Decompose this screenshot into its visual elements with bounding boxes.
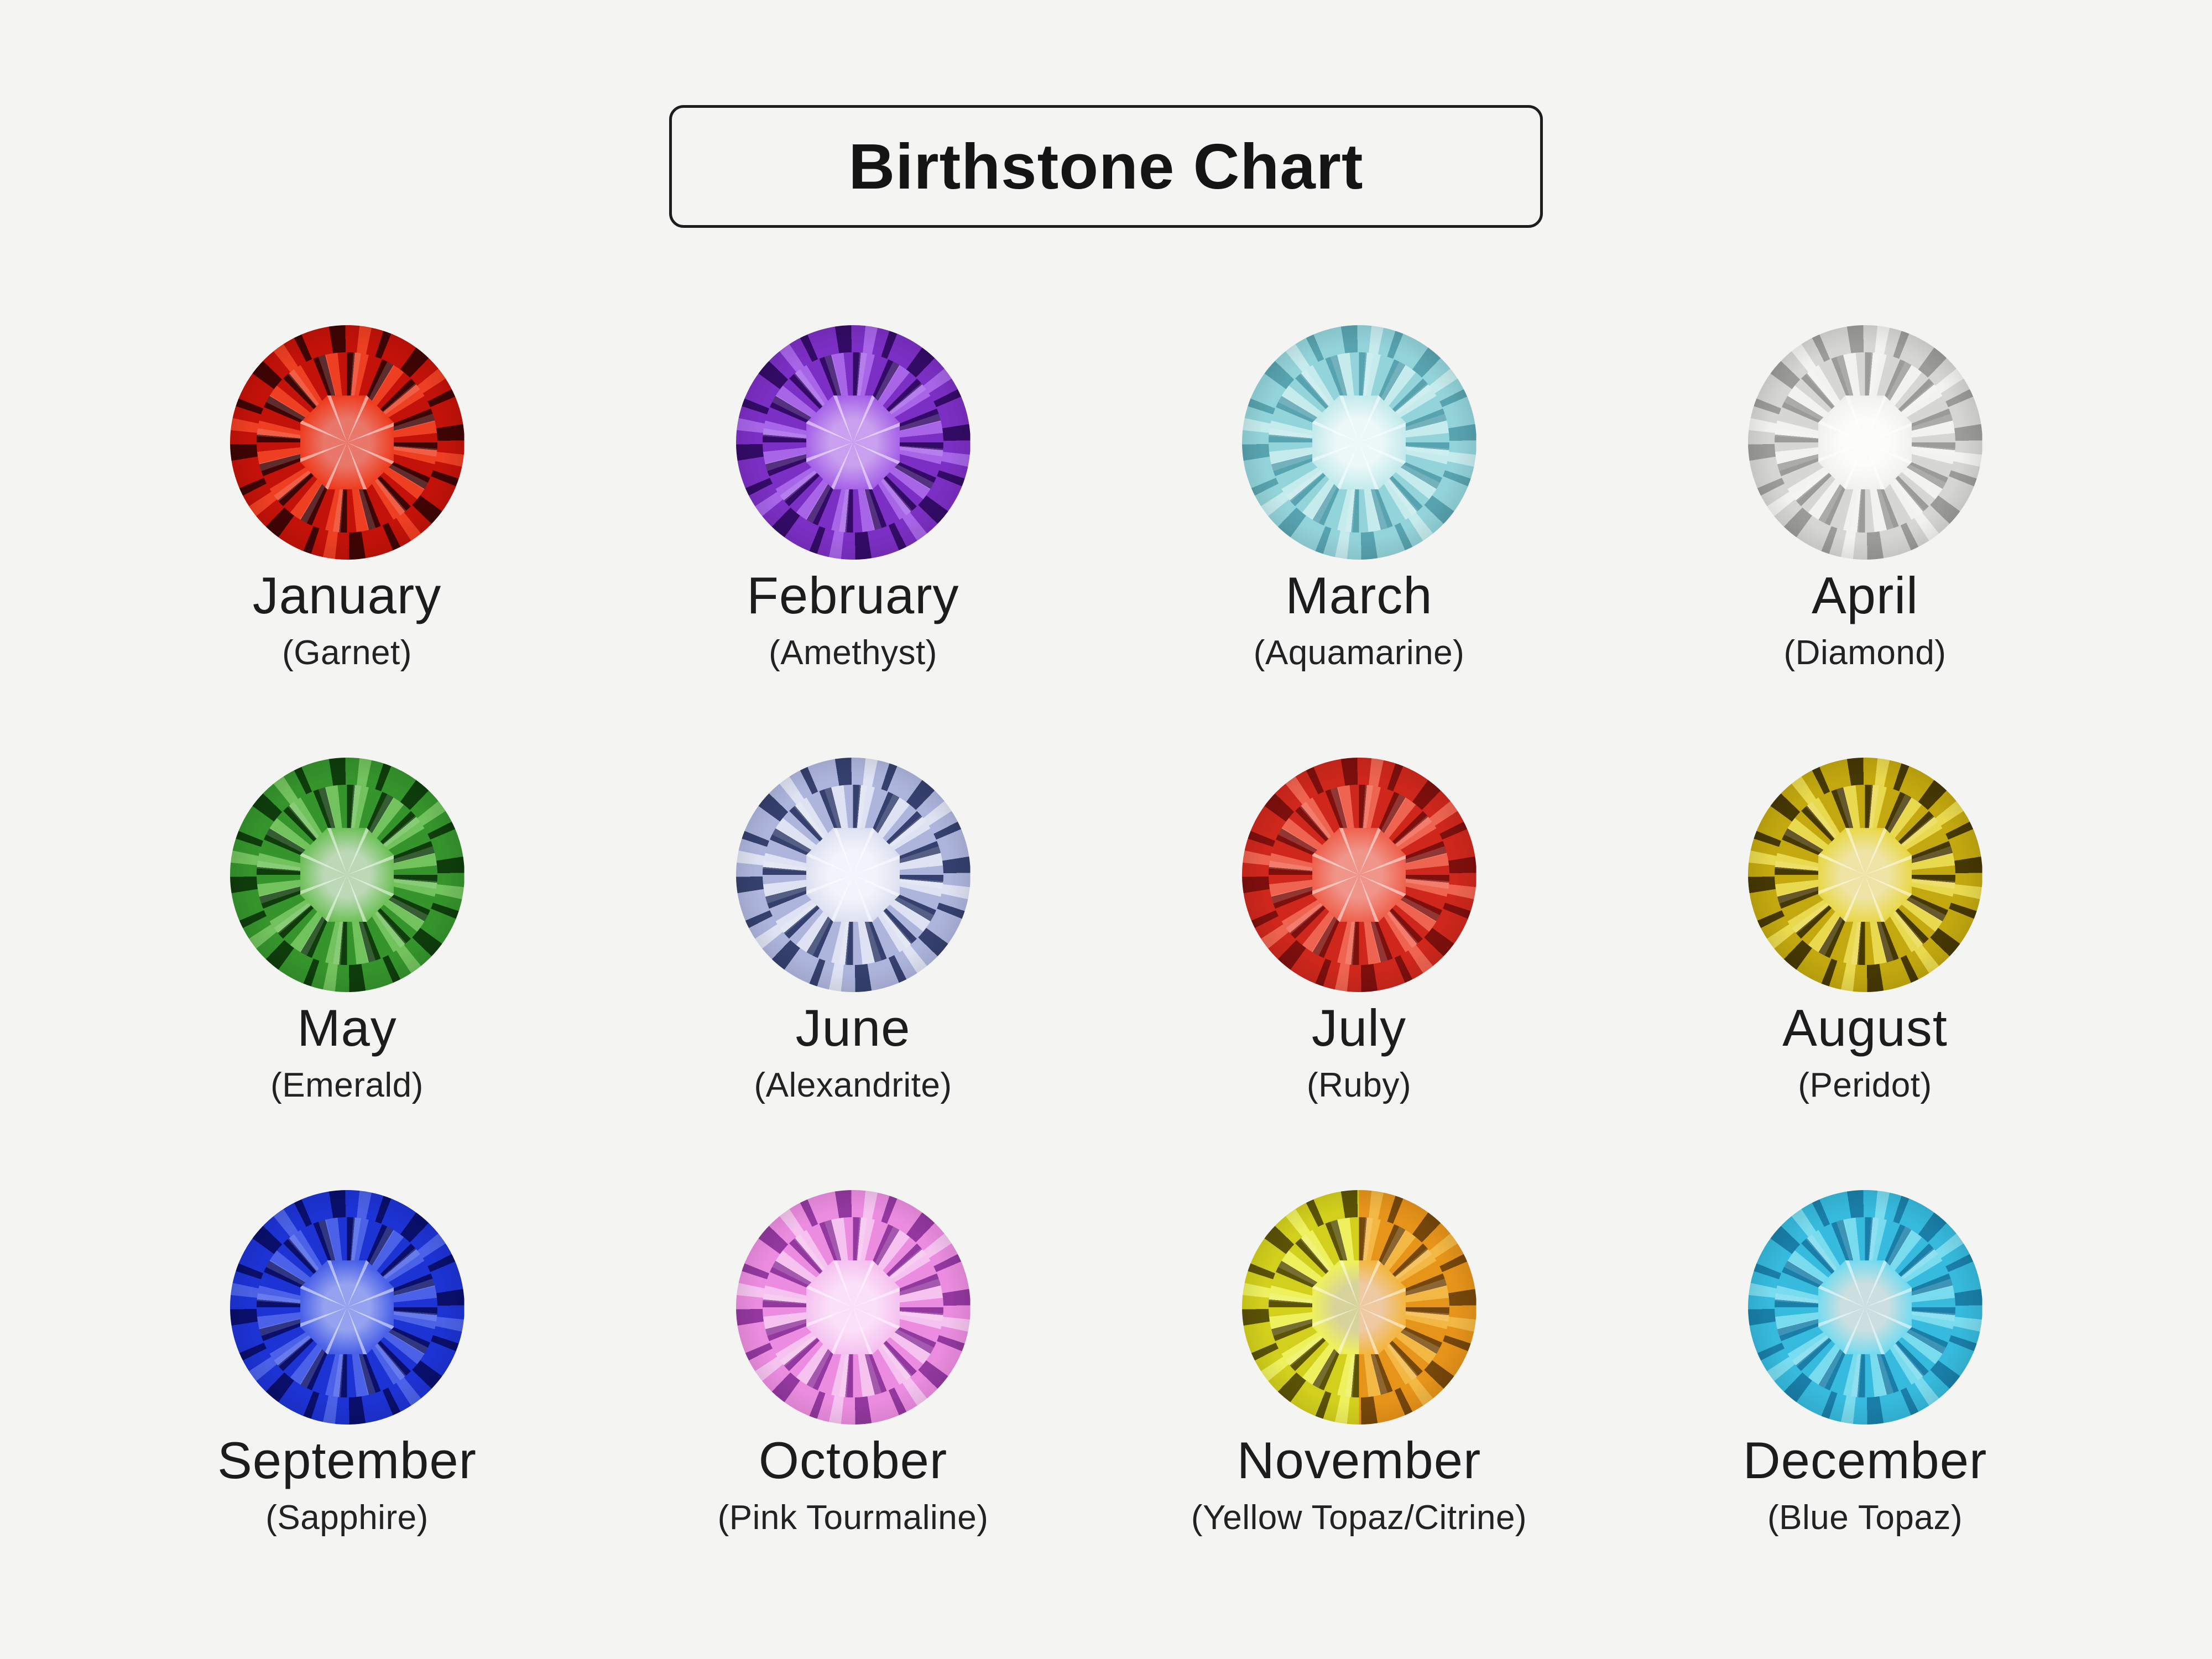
gem-cell-october: October (Pink Tourmaline) <box>600 1175 1106 1607</box>
alexandrite-gem-image <box>735 758 971 992</box>
gem-left-half <box>229 758 347 992</box>
stone-label: (Emerald) <box>270 1066 424 1104</box>
gem-left-half <box>735 325 853 560</box>
amethyst-gem-image <box>735 325 971 560</box>
stone-label: (Garnet) <box>282 634 412 672</box>
gem-cell-may: May (Emerald) <box>94 742 600 1175</box>
month-label: January <box>252 566 442 624</box>
month-label: July <box>1311 999 1407 1057</box>
title-box: Birthstone Chart <box>669 105 1543 228</box>
page-title: Birthstone Chart <box>848 131 1364 202</box>
month-label: February <box>747 566 959 624</box>
stone-label: (Ruby) <box>1306 1066 1412 1104</box>
gem-left-half <box>1747 325 1865 560</box>
gem-left-half <box>229 325 347 560</box>
gem-right-half <box>347 325 465 560</box>
gem-cell-march: March (Aquamarine) <box>1106 310 1612 742</box>
blue-topaz-gem-image <box>1747 1190 1983 1425</box>
gem-cell-january: January (Garnet) <box>94 310 600 742</box>
aquamarine-gem-image <box>1241 325 1477 560</box>
gem-cell-july: July (Ruby) <box>1106 742 1612 1175</box>
gem-left-half <box>1241 758 1359 992</box>
gem-right-half <box>853 758 971 992</box>
gem-left-half <box>735 758 853 992</box>
stone-label: (Diamond) <box>1783 634 1947 672</box>
gem-right-half <box>347 758 465 992</box>
diamond-gem-image <box>1747 325 1983 560</box>
month-label: August <box>1782 999 1948 1057</box>
gem-cell-december: December (Blue Topaz) <box>1612 1175 2118 1607</box>
gem-right-half <box>1865 325 1983 560</box>
gem-right-half <box>853 325 971 560</box>
gem-right-half-citrine <box>1359 1190 1477 1425</box>
gem-left-half <box>229 1190 347 1425</box>
gem-right-half <box>1865 758 1983 992</box>
month-label: May <box>297 999 397 1057</box>
stone-label: (Blue Topaz) <box>1767 1499 1963 1537</box>
sapphire-gem-image <box>229 1190 465 1425</box>
gem-cell-september: September (Sapphire) <box>94 1175 600 1607</box>
gem-cell-june: June (Alexandrite) <box>600 742 1106 1175</box>
gem-left-half-yellow-topaz <box>1241 1190 1359 1425</box>
gem-left-half <box>735 1190 853 1425</box>
gem-right-half <box>1359 325 1477 560</box>
month-label: October <box>758 1431 948 1489</box>
month-label: December <box>1743 1431 1987 1489</box>
month-label: November <box>1237 1431 1481 1489</box>
gem-cell-april: April (Diamond) <box>1612 310 2118 742</box>
gem-cell-august: August (Peridot) <box>1612 742 2118 1175</box>
garnet-gem-image <box>229 325 465 560</box>
gem-left-half <box>1241 325 1359 560</box>
gem-right-half <box>347 1190 465 1425</box>
ruby-gem-image <box>1241 758 1477 992</box>
emerald-gem-image <box>229 758 465 992</box>
month-label: April <box>1811 566 1919 624</box>
gem-right-half <box>1865 1190 1983 1425</box>
month-label: June <box>795 999 911 1057</box>
stone-label: (Yellow Topaz/Citrine) <box>1191 1499 1527 1537</box>
gem-right-half <box>853 1190 971 1425</box>
month-label: March <box>1285 566 1433 624</box>
pink-tourmaline-gem-image <box>735 1190 971 1425</box>
stone-label: (Aquamarine) <box>1253 634 1465 672</box>
peridot-gem-image <box>1747 758 1983 992</box>
gem-cell-november: November (Yellow Topaz/Citrine) <box>1106 1175 1612 1607</box>
gem-grid: January (Garnet) February (Amethyst) Mar… <box>94 310 2118 1607</box>
stone-label: (Amethyst) <box>769 634 937 672</box>
stone-label: (Sapphire) <box>265 1499 429 1537</box>
yellow-topaz-citrine-gem-image <box>1241 1190 1477 1425</box>
gem-cell-february: February (Amethyst) <box>600 310 1106 742</box>
gem-left-half <box>1747 1190 1865 1425</box>
gem-right-half <box>1359 758 1477 992</box>
stone-label: (Peridot) <box>1798 1066 1932 1104</box>
stone-label: (Pink Tourmaline) <box>717 1499 989 1537</box>
month-label: September <box>217 1431 477 1489</box>
stone-label: (Alexandrite) <box>754 1066 952 1104</box>
gem-left-half <box>1747 758 1865 992</box>
